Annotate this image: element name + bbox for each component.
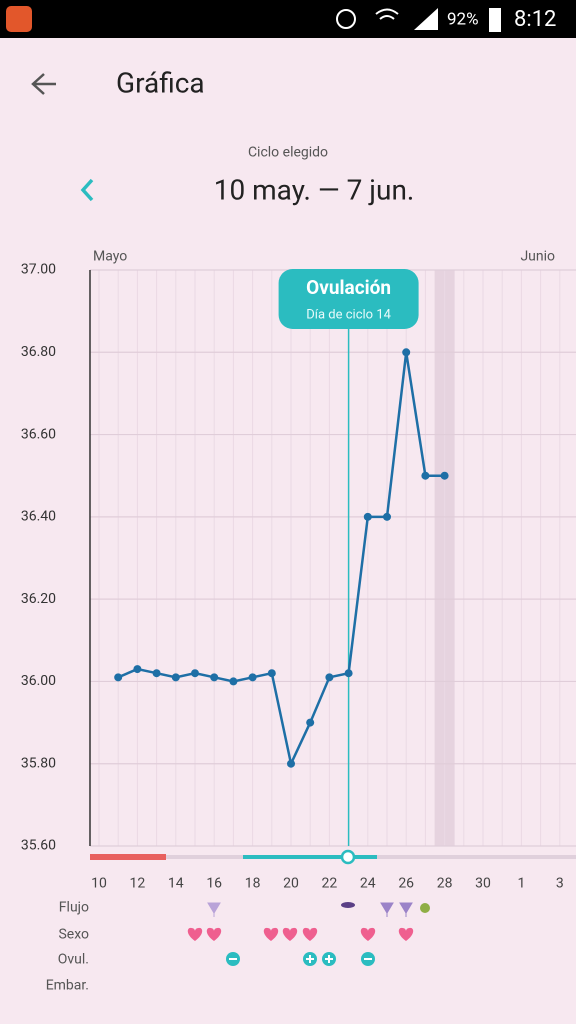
- plot: 35.60 35.80 36.00 36.20 36.40 36.60 36.80 37.00…: [21, 262, 576, 892]
- ovul-icon: [306, 955, 314, 963]
- back-button[interactable]: [31, 73, 56, 95]
- flow-icons: [207, 902, 430, 917]
- heart-icon: [302, 927, 318, 941]
- annotation-bubble: [278, 269, 419, 329]
- temperature-point: [402, 348, 411, 357]
- x-tick-label: 30: [475, 876, 491, 892]
- app-icon: [6, 6, 32, 32]
- cycle-range: 10 may. — 7 jun.: [214, 173, 415, 206]
- ovul-icon: [325, 955, 333, 963]
- period-bar: [90, 854, 166, 860]
- battery-text: 92%: [447, 9, 479, 29]
- fertile-bar: [243, 855, 377, 859]
- heart-icon: [360, 927, 376, 941]
- clock: 8:12: [514, 7, 556, 32]
- x-tick-label: 24: [360, 876, 376, 892]
- wifi-icon: [375, 8, 399, 20]
- status-bar: [0, 0, 576, 38]
- x-tick-label: 28: [437, 876, 453, 892]
- temperature-point: [363, 512, 372, 521]
- temperature-point: [383, 512, 391, 521]
- temperature-point: [325, 673, 334, 682]
- annotation-subtitle: Día de ciclo 14: [306, 307, 391, 322]
- annotation-title: Ovulación: [306, 276, 391, 299]
- x-tick-label: 16: [206, 876, 222, 892]
- row-label: Sexo: [58, 927, 89, 943]
- y-tick-label: 36.00: [21, 673, 56, 689]
- temperature-point: [114, 673, 123, 682]
- alarm-icon: [336, 9, 356, 29]
- temperature-point: [191, 669, 199, 678]
- temperature-point: [440, 471, 449, 480]
- temperature-point: [421, 471, 430, 480]
- x-tick-label: 18: [245, 876, 261, 892]
- y-tick-label: 37.00: [21, 262, 56, 278]
- y-tick-label: 36.20: [21, 591, 56, 607]
- heart-icon: [187, 927, 203, 941]
- heart-icon: [263, 927, 279, 941]
- flow-icon: [207, 902, 221, 917]
- x-tick-label: 20: [283, 876, 299, 892]
- heart-icon: [398, 927, 414, 941]
- page-title: Gráfica: [116, 66, 205, 99]
- flow-icon: [399, 902, 413, 917]
- temperature-point: [171, 673, 180, 682]
- y-tick-label: 36.80: [21, 344, 56, 360]
- temperature-point: [267, 669, 276, 678]
- temperature-point: [248, 673, 257, 682]
- x-tick-label: 12: [130, 876, 146, 892]
- ovulation-icons: [226, 952, 375, 966]
- flow-icon: [420, 903, 430, 913]
- temperature-point: [287, 759, 295, 768]
- temperature-line: [117, 352, 445, 768]
- y-tick-label: 36.60: [21, 426, 56, 442]
- row-label: Flujo: [59, 900, 89, 916]
- signal-icon: [414, 8, 438, 30]
- x-tick-label: 22: [322, 876, 338, 892]
- month-label: Mayo: [93, 249, 127, 265]
- heart-icon: [206, 927, 222, 941]
- cycle-caption: Ciclo elegido: [248, 145, 328, 161]
- row-label: Ovul.: [58, 952, 89, 968]
- heart-icon: [282, 927, 298, 941]
- x-tick-label: 1: [517, 876, 525, 892]
- flow-icon: [341, 902, 355, 908]
- y-tick-label: 35.80: [21, 755, 56, 771]
- x-tick-label: 26: [398, 876, 414, 892]
- battery-icon: [489, 8, 501, 32]
- x-tick-label: 10: [91, 876, 107, 892]
- prev-cycle[interactable]: [80, 178, 94, 202]
- y-tick-label: 35.60: [21, 838, 56, 854]
- temperature-point: [152, 669, 161, 678]
- x-tick-label: 3: [556, 876, 564, 892]
- sex-icons: [187, 927, 414, 941]
- flow-icon: [380, 902, 394, 917]
- ovulation-marker: [340, 849, 356, 865]
- temperature-point: [344, 669, 353, 678]
- temperature-point: [306, 718, 315, 727]
- month-label: Junio: [520, 249, 555, 265]
- row-label: Embar.: [46, 978, 89, 994]
- temperature-point: [210, 673, 219, 682]
- y-tick-label: 36.40: [21, 509, 56, 525]
- temperature-point: [229, 677, 238, 686]
- x-tick-label: 14: [168, 876, 184, 892]
- temperature-point: [133, 665, 142, 674]
